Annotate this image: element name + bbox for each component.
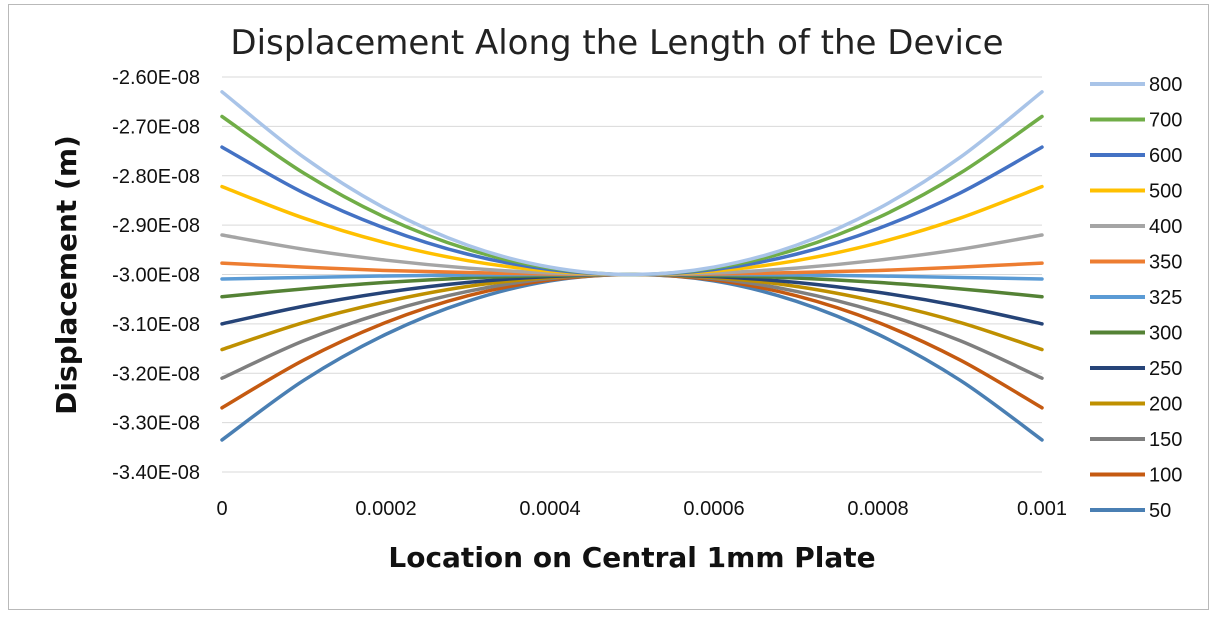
x-axis-tick-labels: 0 0.0002 0.0004 0.0006 0.0008 0.001 [216,498,1067,520]
legend-label-100: 100 [1149,465,1182,487]
legend-label-325: 325 [1149,287,1182,309]
y-tick-label: -3.40E-08 [112,462,200,484]
series-line-700 [220,114,1044,277]
chart-frame [8,4,1209,610]
series-line-100 [220,272,1044,410]
y-tick-label: -3.10E-08 [112,314,200,336]
y-tick-label: -2.70E-08 [112,116,200,138]
legend-label-350: 350 [1149,252,1182,274]
x-axis-title: Location on Central 1mm Plate [388,541,875,574]
y-axis-title: Displacement (m) [50,135,83,415]
legend-label-250: 250 [1149,358,1182,380]
legend-label-50: 50 [1149,500,1171,522]
legend-label-500: 500 [1149,181,1182,203]
y-tick-label: -3.00E-08 [112,265,200,287]
y-tick-label: -2.90E-08 [112,215,200,237]
x-tick-label: 0.0008 [847,498,908,520]
y-axis-tick-labels: -2.60E-08 -2.70E-08 -2.80E-08 -2.90E-08 -3.0… [112,67,200,484]
legend-label-400: 400 [1149,216,1182,238]
series-line-500 [220,184,1044,277]
series-lines [220,90,1044,442]
chart-title: Displacement Along the Length of the Dev… [230,23,1003,63]
y-tick-label: -2.60E-08 [112,67,200,89]
horizontal-gridlines [222,76,1042,473]
series-line-250 [220,272,1044,326]
legend-label-800: 800 [1149,74,1182,96]
x-tick-label: 0.0006 [683,498,744,520]
x-tick-label: 0.0002 [355,498,416,520]
y-tick-label: -3.20E-08 [112,363,200,385]
y-tick-label: -3.30E-08 [112,413,200,435]
y-tick-label: -2.80E-08 [112,166,200,188]
series-line-150 [220,272,1044,380]
legend-label-200: 200 [1149,394,1182,416]
legend-label-700: 700 [1149,110,1182,132]
legend: 800 700 600 500 400 350 325 300 250 200 150 100 50 [1090,74,1182,522]
x-tick-label: 0 [216,498,227,520]
series-line-800 [220,90,1044,277]
x-tick-label: 0.0004 [519,498,580,520]
x-tick-label: 0.001 [1017,498,1067,520]
legend-label-150: 150 [1149,429,1182,451]
legend-label-600: 600 [1149,145,1182,167]
legend-label-300: 300 [1149,323,1182,345]
